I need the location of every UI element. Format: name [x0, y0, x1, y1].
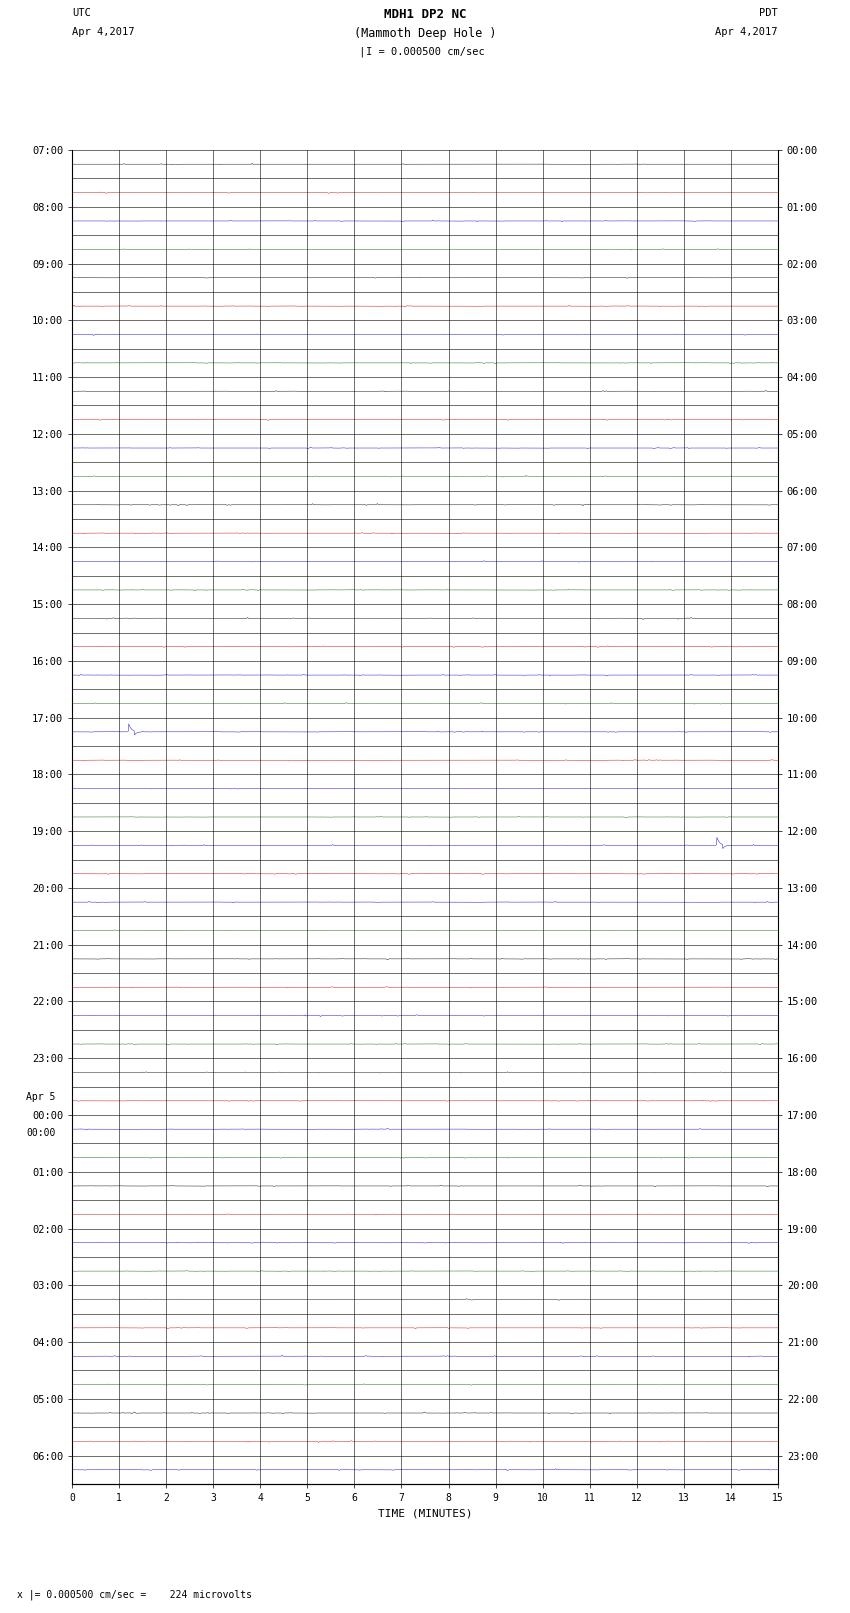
Text: |: |	[358, 47, 365, 58]
Text: Apr 4,2017: Apr 4,2017	[72, 27, 135, 37]
Text: x |= 0.000500 cm/sec =    224 microvolts: x |= 0.000500 cm/sec = 224 microvolts	[17, 1589, 252, 1600]
Text: UTC: UTC	[72, 8, 91, 18]
Text: 00:00: 00:00	[26, 1129, 56, 1139]
Text: (Mammoth Deep Hole ): (Mammoth Deep Hole )	[354, 27, 496, 40]
Text: PDT: PDT	[759, 8, 778, 18]
Text: I = 0.000500 cm/sec: I = 0.000500 cm/sec	[366, 47, 484, 56]
X-axis label: TIME (MINUTES): TIME (MINUTES)	[377, 1508, 473, 1518]
Text: Apr 4,2017: Apr 4,2017	[715, 27, 778, 37]
Text: MDH1 DP2 NC: MDH1 DP2 NC	[383, 8, 467, 21]
Text: Apr 5: Apr 5	[26, 1092, 56, 1102]
